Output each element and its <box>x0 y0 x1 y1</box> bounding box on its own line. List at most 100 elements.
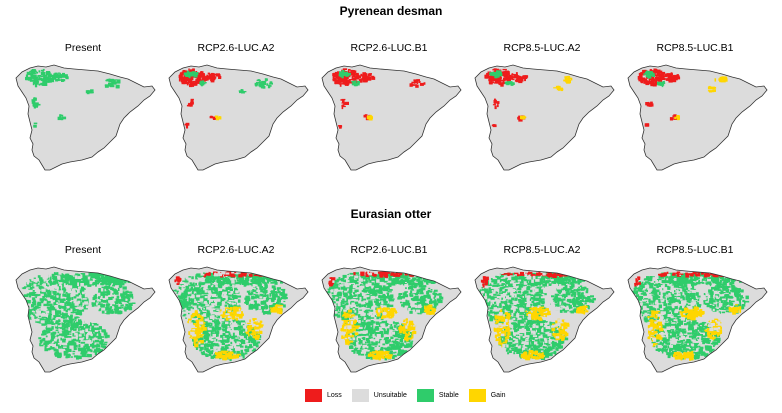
stable-area <box>264 274 268 276</box>
stable-area <box>369 336 373 339</box>
loss-area <box>654 74 659 77</box>
stable-area <box>343 287 348 291</box>
stable-area <box>366 314 369 318</box>
loss-area <box>655 71 660 74</box>
stable-area <box>179 296 184 300</box>
unsuitable-area <box>43 286 48 288</box>
stable-area <box>182 315 186 318</box>
stable-area <box>230 328 232 331</box>
unsuitable-area <box>241 291 245 295</box>
stable-area <box>60 275 65 278</box>
stable-area <box>73 329 77 331</box>
stable-area <box>77 332 82 336</box>
gain-area <box>274 308 279 312</box>
stable-area <box>343 280 348 284</box>
stable-area <box>375 302 379 306</box>
unsuitable-area <box>58 325 62 328</box>
stable-area <box>359 309 363 311</box>
stable-area <box>93 340 95 344</box>
stable-area <box>399 349 404 353</box>
panel-label: RCP2.6-LUC.A2 <box>197 244 275 256</box>
stable-area <box>339 71 343 75</box>
stable-area <box>62 289 67 292</box>
stable-area <box>213 310 216 312</box>
stable-area <box>266 83 269 86</box>
unsuitable-area <box>47 299 52 301</box>
stable-area <box>89 279 93 281</box>
unsuitable-area <box>203 287 206 291</box>
stable-area <box>257 283 262 287</box>
stable-area <box>199 338 204 341</box>
stable-area <box>210 344 213 348</box>
loss-area <box>345 80 348 84</box>
stable-area <box>357 82 360 86</box>
stable-area <box>351 332 355 336</box>
stable-area <box>352 80 356 84</box>
stable-area <box>349 345 354 349</box>
unsuitable-area <box>31 278 34 281</box>
stable-area <box>44 289 49 292</box>
gain-area <box>278 307 283 310</box>
stable-area <box>55 276 58 280</box>
stable-area <box>353 279 358 282</box>
stable-area <box>200 274 205 277</box>
unsuitable-area <box>56 302 59 305</box>
loss-area <box>184 123 188 126</box>
gain-area <box>521 116 526 120</box>
gain-area <box>195 320 198 323</box>
stable-area <box>18 296 22 300</box>
gain-area <box>259 324 264 327</box>
unsuitable-area <box>65 341 68 343</box>
stable-area <box>36 103 41 106</box>
stable-area <box>60 333 63 336</box>
stable-area <box>129 276 132 279</box>
stable-area <box>44 299 49 302</box>
stable-area <box>255 307 257 311</box>
gain-area <box>520 115 523 120</box>
loss-area <box>494 70 497 72</box>
stable-area <box>68 330 72 333</box>
stable-area <box>384 298 387 302</box>
unsuitable-area <box>76 336 78 340</box>
stable-area <box>192 302 197 306</box>
stable-area <box>246 278 250 282</box>
unsuitable-area <box>200 344 204 347</box>
loss-area <box>522 76 527 79</box>
stable-area <box>385 320 388 324</box>
stable-area <box>218 295 222 299</box>
stable-area <box>350 300 355 303</box>
stable-area <box>55 329 59 332</box>
stable-area <box>369 348 374 352</box>
gain-area <box>718 78 723 81</box>
stable-area <box>282 278 285 280</box>
unsuitable-area <box>47 344 51 348</box>
stable-area <box>259 293 264 296</box>
gain-area <box>195 323 199 327</box>
stable-area <box>42 295 45 299</box>
loss-area <box>238 274 243 278</box>
loss-area <box>342 105 346 108</box>
stable-area <box>114 301 117 303</box>
stable-area <box>98 307 101 312</box>
stable-area <box>91 342 94 346</box>
stable-area <box>340 302 343 306</box>
stable-area <box>218 286 223 289</box>
stable-area <box>352 287 356 289</box>
stable-area <box>387 286 390 290</box>
loss-area <box>224 274 229 276</box>
loss-area <box>190 98 194 101</box>
loss-area <box>505 75 508 79</box>
stable-area <box>35 282 39 285</box>
stable-area <box>37 275 41 278</box>
stable-area <box>191 276 194 280</box>
stable-area <box>497 75 500 78</box>
stable-area <box>124 308 127 312</box>
stable-area <box>215 331 219 335</box>
stable-area <box>397 297 401 300</box>
stable-area <box>370 320 375 322</box>
stable-area <box>358 350 361 355</box>
stable-area <box>27 301 30 303</box>
loss-area <box>203 273 206 278</box>
stable-area <box>119 275 123 279</box>
gain-area <box>232 357 237 359</box>
